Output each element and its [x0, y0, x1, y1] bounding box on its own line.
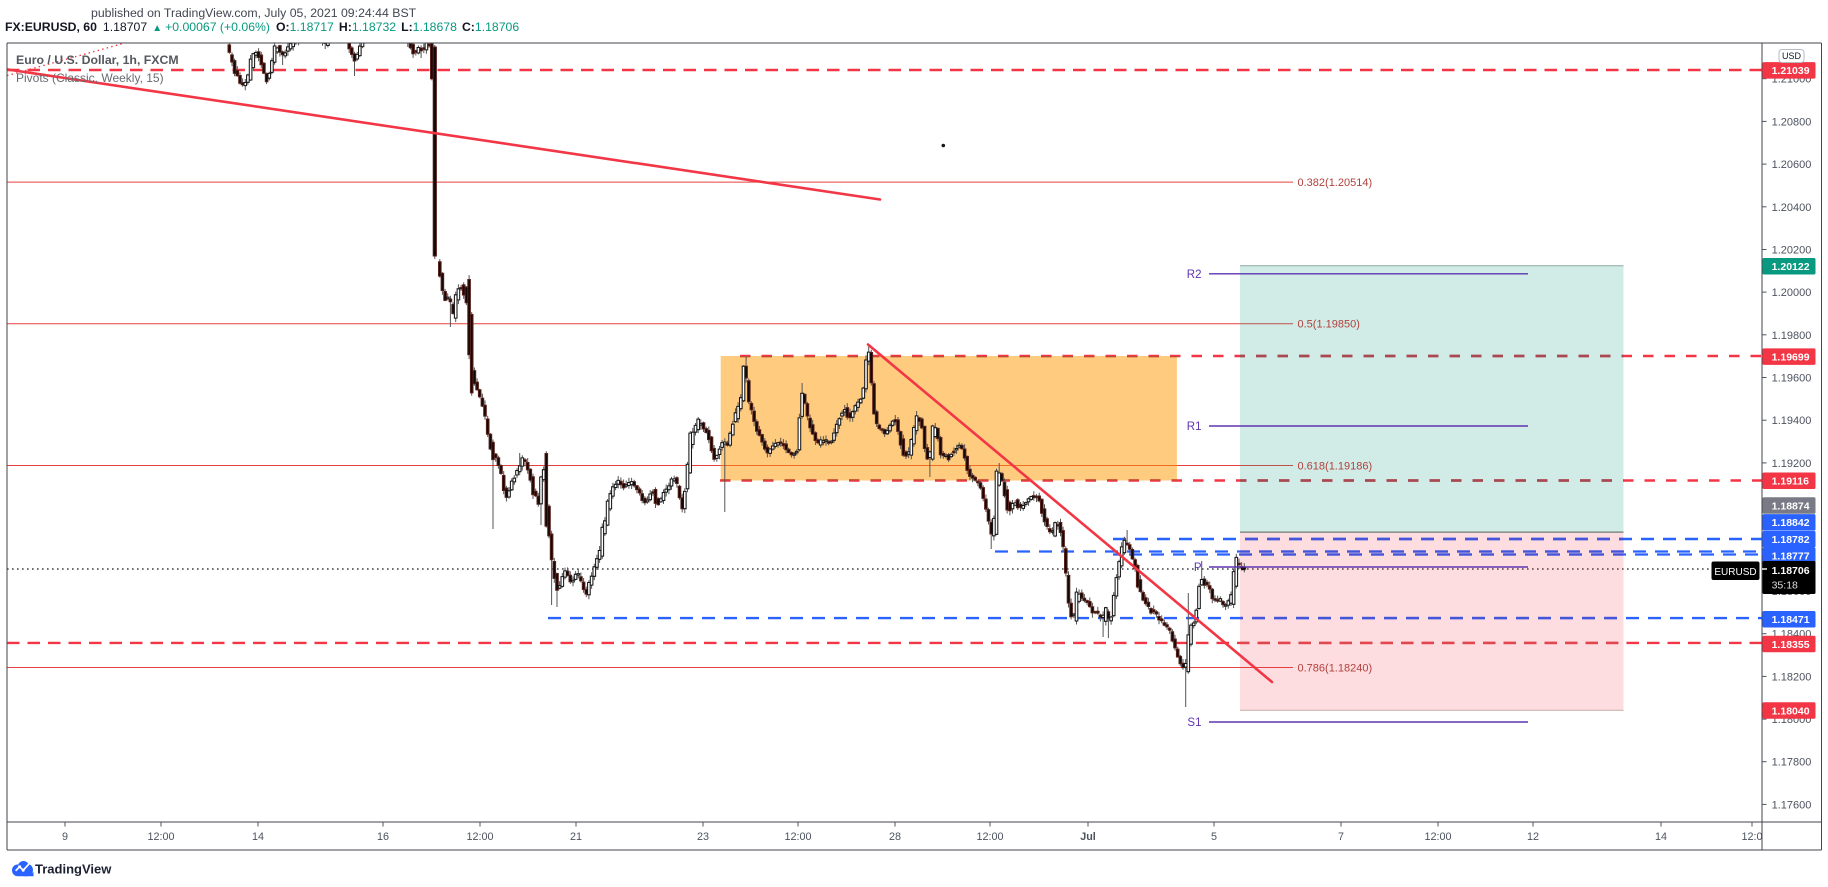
- svg-text:0.382(1.20514): 0.382(1.20514): [1298, 177, 1373, 189]
- svg-text:1.20000: 1.20000: [1772, 287, 1812, 299]
- svg-text:TradingView: TradingView: [35, 862, 112, 877]
- svg-text:1.19116: 1.19116: [1772, 476, 1810, 488]
- svg-text:1.20200: 1.20200: [1772, 245, 1812, 257]
- svg-text:1.18471: 1.18471: [1772, 614, 1810, 626]
- svg-text:R1: R1: [1187, 421, 1202, 433]
- svg-text:published on TradingView.com,: published on TradingView.com, July 05, 2…: [91, 6, 417, 20]
- svg-text:1.18874: 1.18874: [1772, 500, 1810, 512]
- svg-text:1.21039: 1.21039: [1772, 65, 1810, 77]
- svg-text:Euro / U.S. Dollar, 1h, FXCM: Euro / U.S. Dollar, 1h, FXCM: [16, 53, 179, 67]
- svg-text:1.18355: 1.18355: [1772, 639, 1810, 651]
- svg-text:12: 12: [1527, 831, 1539, 843]
- svg-text:28: 28: [889, 831, 901, 843]
- svg-text:Jul: Jul: [1080, 831, 1096, 843]
- svg-text:14: 14: [252, 831, 264, 843]
- svg-text:1.18706: 1.18706: [1772, 565, 1810, 577]
- svg-text:EURUSD: EURUSD: [1714, 567, 1756, 578]
- svg-text:12:0: 12:0: [1741, 831, 1762, 843]
- svg-text:USD: USD: [1782, 51, 1802, 61]
- svg-text:16: 16: [377, 831, 389, 843]
- svg-text:14: 14: [1655, 831, 1667, 843]
- svg-text:FX:EURUSD, 601.18707▲+0.00067: FX:EURUSD, 60 1.18707 ▲ +0.00067 (+0.06%) O:…: [5, 20, 519, 34]
- svg-text:S1: S1: [1187, 717, 1201, 729]
- svg-text:1.19699: 1.19699: [1772, 351, 1810, 363]
- svg-text:12:00: 12:00: [784, 831, 811, 843]
- svg-text:1.20400: 1.20400: [1772, 202, 1812, 214]
- svg-text:1.20600: 1.20600: [1772, 159, 1812, 171]
- svg-text:Pivots (Classic, Weekly, 15): Pivots (Classic, Weekly, 15): [16, 71, 164, 85]
- svg-text:1.20122: 1.20122: [1772, 261, 1810, 273]
- svg-text:23: 23: [697, 831, 709, 843]
- svg-text:1.18842: 1.18842: [1772, 517, 1810, 529]
- svg-text:1.17800: 1.17800: [1772, 757, 1812, 769]
- svg-text:7: 7: [1338, 831, 1344, 843]
- svg-text:1.18040: 1.18040: [1772, 705, 1810, 717]
- svg-text:1.19400: 1.19400: [1772, 415, 1812, 427]
- svg-text:0.618(1.19186): 0.618(1.19186): [1298, 460, 1373, 472]
- svg-text:1.17600: 1.17600: [1772, 799, 1812, 811]
- svg-text:1.19800: 1.19800: [1772, 330, 1812, 342]
- svg-text:1.20800: 1.20800: [1772, 116, 1812, 128]
- svg-text:12:00: 12:00: [1424, 831, 1451, 843]
- svg-text:1.18200: 1.18200: [1772, 671, 1812, 683]
- svg-text:P: P: [1194, 562, 1202, 574]
- svg-text:21: 21: [570, 831, 582, 843]
- svg-text:1.19200: 1.19200: [1772, 458, 1812, 470]
- svg-text:35:18: 35:18: [1772, 580, 1798, 592]
- svg-text:0.786(1.18240): 0.786(1.18240): [1298, 662, 1373, 674]
- svg-text:12:00: 12:00: [976, 831, 1003, 843]
- svg-text:12:00: 12:00: [466, 831, 493, 843]
- svg-text:1.18777: 1.18777: [1772, 551, 1810, 563]
- svg-text:12:00: 12:00: [147, 831, 174, 843]
- svg-text:1.18782: 1.18782: [1772, 534, 1810, 546]
- svg-text:9: 9: [62, 831, 68, 843]
- svg-text:0.5(1.19850): 0.5(1.19850): [1298, 319, 1360, 331]
- svg-text:5: 5: [1211, 831, 1217, 843]
- svg-text:1.19600: 1.19600: [1772, 373, 1812, 385]
- svg-text:R2: R2: [1187, 269, 1202, 281]
